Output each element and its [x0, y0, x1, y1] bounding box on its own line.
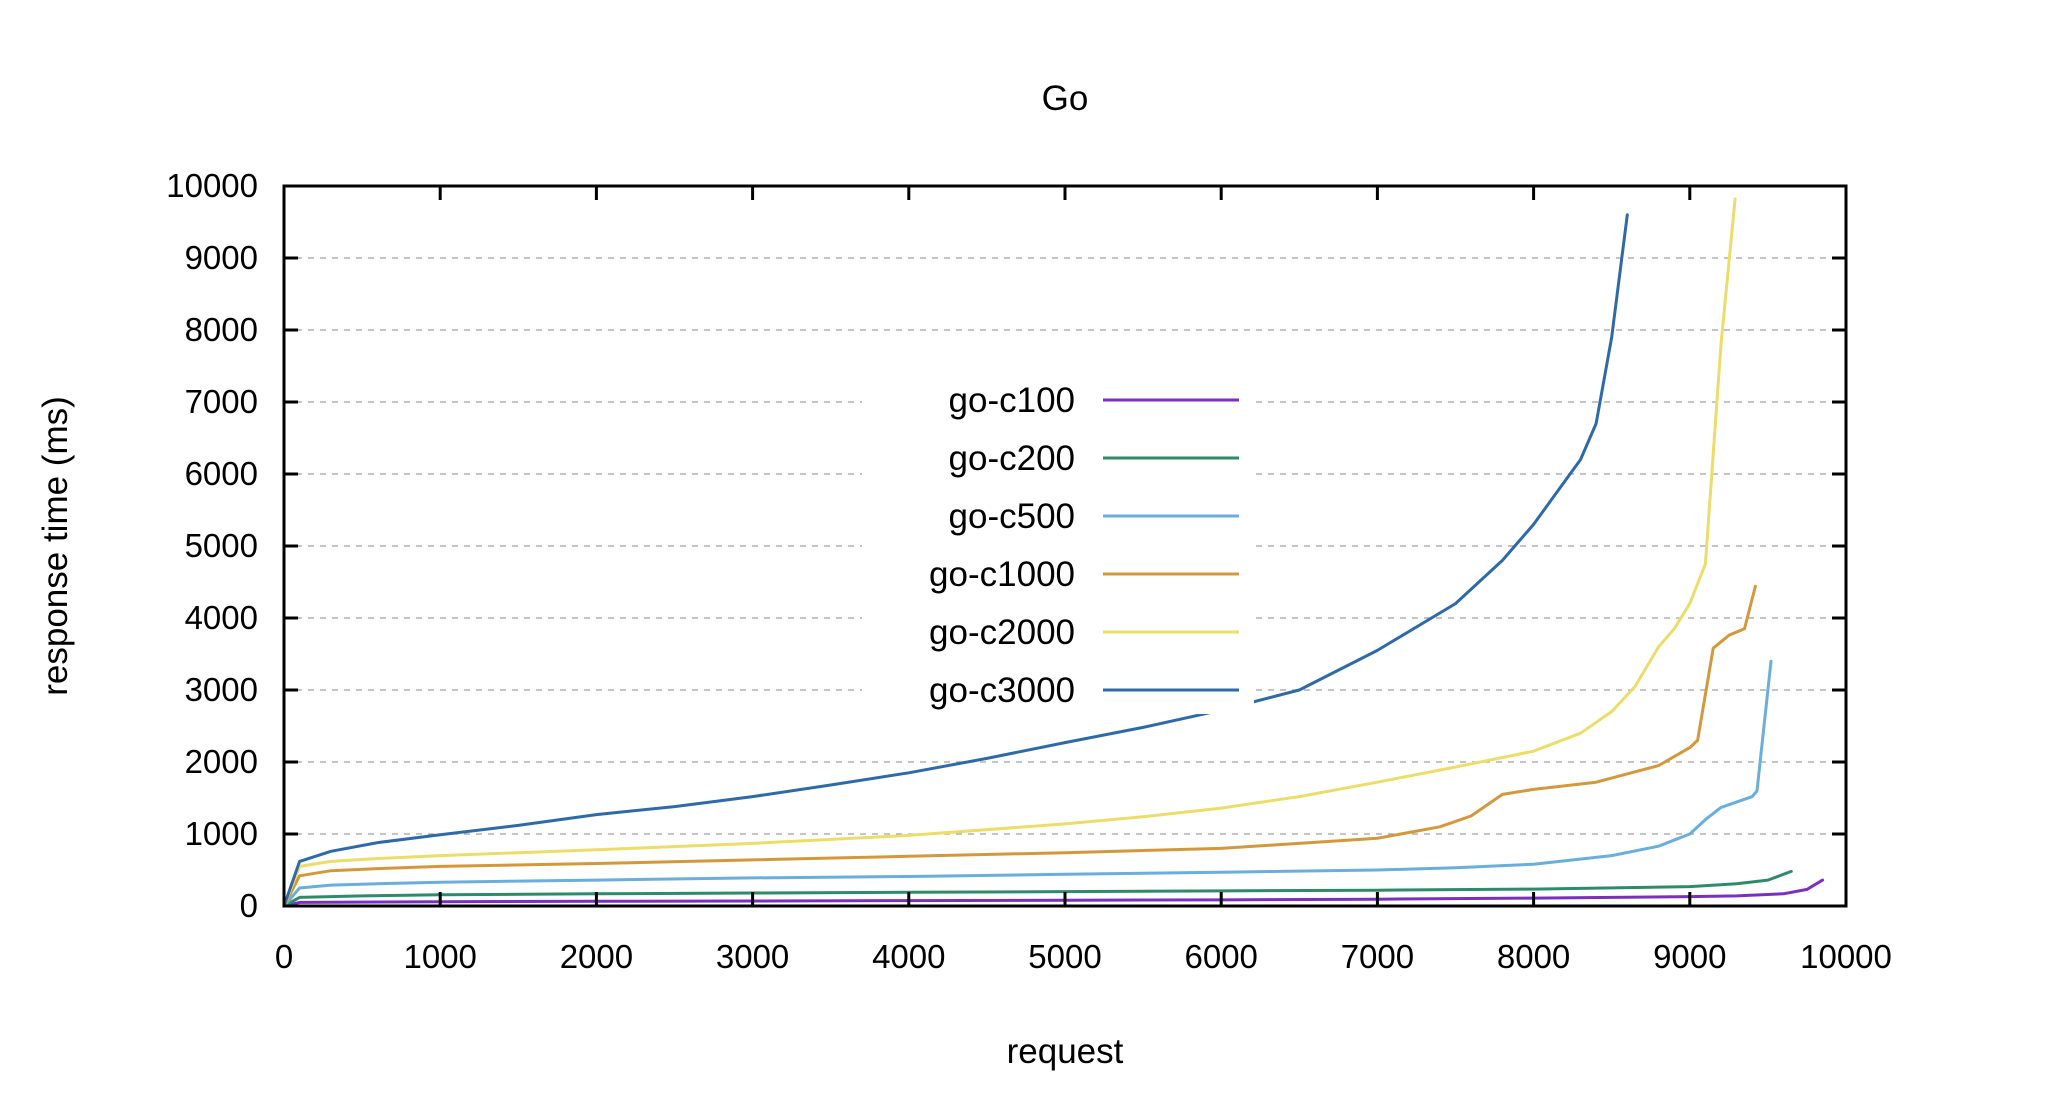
series-line-go-c3000 — [282, 213, 1629, 908]
y-tick-label: 8000 — [185, 311, 258, 348]
x-tick-label: 7000 — [1341, 938, 1414, 975]
axis-ticks: 0 1000 2000 3000 4000 5000 6000 7000 8000 9000 100… — [166, 167, 1892, 975]
y-axis-label: response time (ms) — [36, 396, 75, 696]
legend-label: go-c1000 — [929, 555, 1075, 594]
x-tick-label: 1000 — [403, 938, 476, 975]
x-tick-label: 3000 — [716, 938, 789, 975]
series-line-go-c1000 — [282, 584, 1757, 908]
y-tick-label: 5000 — [185, 527, 258, 564]
legend-label: go-c2000 — [929, 613, 1075, 652]
y-tick-label: 1000 — [185, 815, 258, 852]
legend-label: go-c200 — [949, 439, 1075, 478]
y-tick-label: 7000 — [185, 383, 258, 420]
y-tick-label: 2000 — [185, 743, 258, 780]
y-tick-label: 0 — [240, 887, 258, 924]
series-line-go-c2000 — [282, 197, 1737, 908]
x-tick-label: 8000 — [1497, 938, 1570, 975]
y-tick-label: 9000 — [185, 239, 258, 276]
x-tick-label: 5000 — [1028, 938, 1101, 975]
x-axis-label: request — [1007, 1032, 1124, 1071]
x-tick-label: 0 — [275, 938, 293, 975]
legend: go-c100 go-c200 go-c500 go-c1000 go-c2000 go-… — [929, 381, 1239, 710]
x-tick-label: 2000 — [560, 938, 633, 975]
x-tick-label: 10000 — [1800, 938, 1892, 975]
x-tick-label: 6000 — [1184, 938, 1257, 975]
y-tick-label: 10000 — [166, 167, 258, 204]
x-tick-label: 4000 — [872, 938, 945, 975]
y-tick-label: 3000 — [185, 671, 258, 708]
chart-title: Go — [1042, 79, 1089, 118]
legend-background — [862, 372, 1254, 714]
x-tick-label: 9000 — [1653, 938, 1726, 975]
y-tick-label: 6000 — [185, 455, 258, 492]
y-tick-label: 4000 — [185, 599, 258, 636]
legend-label: go-c500 — [949, 497, 1075, 536]
series-line-go-c200 — [282, 869, 1793, 908]
legend-label: go-c100 — [949, 381, 1075, 420]
series-line-go-c500 — [282, 659, 1773, 908]
legend-label: go-c3000 — [929, 671, 1075, 710]
